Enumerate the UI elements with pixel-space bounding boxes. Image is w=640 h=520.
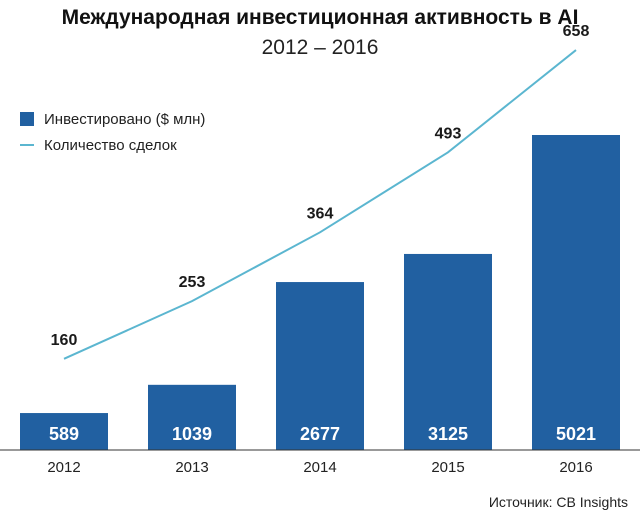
legend: Инвестировано ($ млн) Количество сделок (20, 106, 205, 158)
deals-line (63, 49, 577, 360)
bar-2013 (148, 384, 236, 450)
deals-value-label-2015: 493 (435, 125, 462, 142)
bar-2014 (276, 282, 364, 450)
bar-2016 (532, 135, 620, 450)
deals-value-label-2016: 658 (563, 23, 590, 40)
bar-value-label-2016: 5021 (556, 424, 596, 444)
deals-value-label-2014: 364 (307, 205, 334, 222)
legend-deals-label: Количество сделок (44, 136, 177, 154)
legend-bar-swatch (20, 112, 34, 126)
legend-line-swatch (20, 144, 34, 146)
chart-title: Международная инвестиционная активность … (61, 6, 579, 29)
legend-item-deals: Количество сделок (20, 132, 205, 158)
x-tick-label-2012: 2012 (47, 459, 80, 476)
x-tick-label-2016: 2016 (559, 459, 592, 476)
x-tick-label-2013: 2013 (175, 459, 208, 476)
x-tick-label-2014: 2014 (303, 459, 336, 476)
legend-item-investment: Инвестировано ($ млн) (20, 106, 205, 132)
deals-value-label-2013: 253 (179, 274, 206, 291)
deals-value-label-2012: 160 (51, 332, 78, 349)
bar-value-label-2014: 2677 (300, 424, 340, 444)
bar-value-label-2013: 1039 (172, 424, 212, 444)
chart-subtitle: 2012 – 2016 (261, 36, 379, 59)
source-note: Источник: CB Insights (488, 494, 628, 510)
bar-value-label-2012: 589 (49, 424, 79, 444)
bar-value-label-2015: 3125 (428, 424, 468, 444)
bar-2015 (404, 253, 492, 450)
legend-investment-label: Инвестировано ($ млн) (44, 110, 206, 128)
x-tick-label-2015: 2015 (431, 459, 464, 476)
bar-2012 (20, 413, 108, 450)
